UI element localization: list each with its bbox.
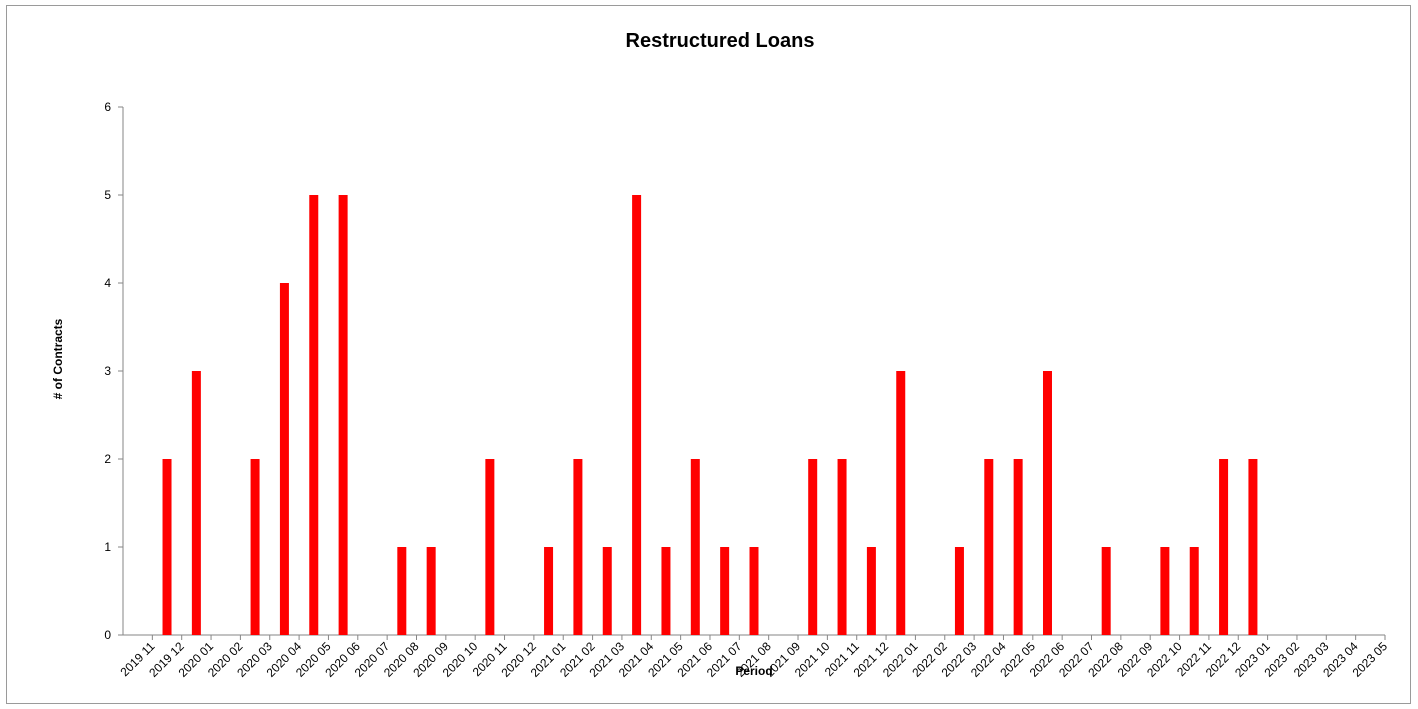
bar (1101, 547, 1111, 635)
bar (485, 459, 495, 635)
bar-chart: Restructured Loans # of Contracts Period… (51, 30, 1390, 680)
bar (896, 371, 906, 635)
bar (808, 459, 818, 635)
bar (690, 459, 700, 635)
y-tick-label: 1 (104, 540, 111, 554)
bar (573, 459, 583, 635)
bar (162, 459, 172, 635)
bar (1189, 547, 1199, 635)
bar (309, 195, 319, 635)
chart-area: Restructured Loans # of Contracts Period… (6, 5, 1411, 704)
bar (1042, 371, 1052, 635)
bar (837, 459, 847, 635)
bar (397, 547, 407, 635)
x-axis-label: Period (735, 664, 772, 678)
bar (1160, 547, 1170, 635)
bar (866, 547, 876, 635)
chart-title: Restructured Loans (626, 30, 815, 52)
bar (720, 547, 730, 635)
bar (250, 459, 260, 635)
bar (602, 547, 612, 635)
bar (544, 547, 554, 635)
bar (1219, 459, 1229, 635)
bar (661, 547, 671, 635)
bar (338, 195, 348, 635)
bar (632, 195, 642, 635)
bar (426, 547, 436, 635)
bars-group (162, 195, 1258, 635)
y-tick-label: 2 (104, 452, 111, 466)
bar (984, 459, 994, 635)
bar (191, 371, 201, 635)
y-tick-label: 4 (104, 276, 111, 290)
bar (954, 547, 964, 635)
y-axis-label: # of Contracts (51, 318, 65, 399)
bar (749, 547, 759, 635)
y-axis: 0 1 2 3 4 5 6 (104, 100, 124, 642)
bar (1248, 459, 1258, 635)
bar (279, 283, 289, 635)
y-tick-label: 5 (104, 188, 111, 202)
y-tick-label: 6 (104, 100, 111, 114)
bar (1013, 459, 1023, 635)
y-tick-label: 0 (104, 628, 111, 642)
y-tick-label: 3 (104, 364, 111, 378)
